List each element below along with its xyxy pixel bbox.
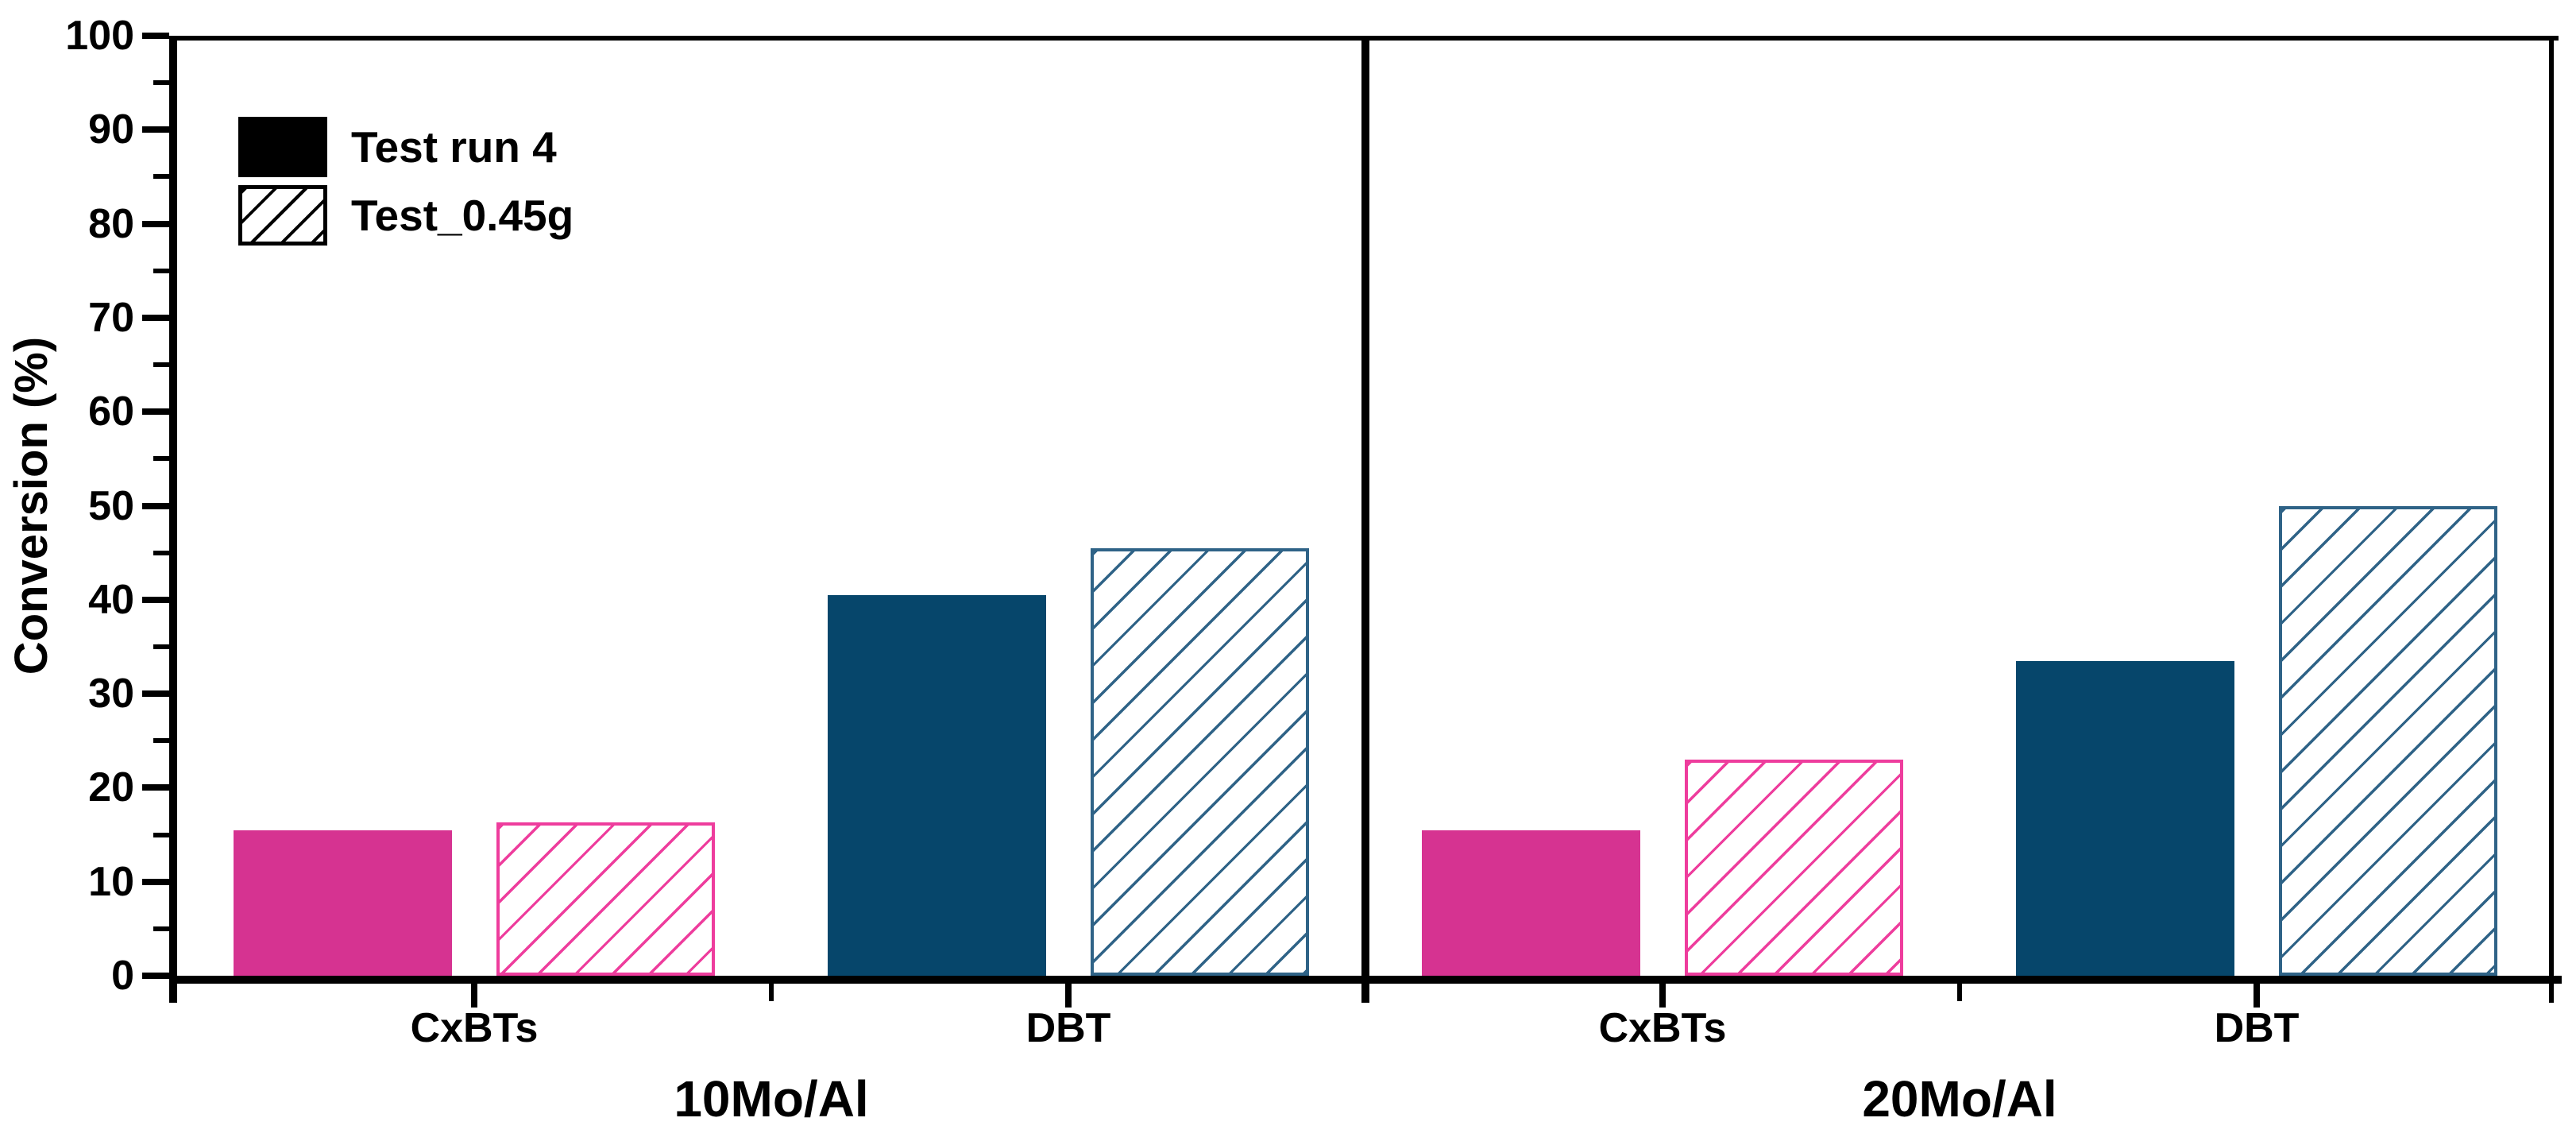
bar bbox=[234, 830, 452, 976]
category-label: CxBTs bbox=[410, 1005, 539, 1051]
bar bbox=[496, 822, 715, 976]
y-tick-label: 0 bbox=[111, 953, 134, 999]
y-major-tick bbox=[142, 33, 169, 39]
y-major-tick bbox=[142, 973, 169, 979]
y-minor-tick bbox=[153, 456, 169, 462]
y-minor-tick bbox=[153, 738, 169, 744]
y-major-tick bbox=[142, 126, 169, 133]
bar bbox=[828, 594, 1046, 976]
y-minor-tick bbox=[153, 832, 169, 837]
y-tick-label: 80 bbox=[88, 200, 134, 247]
bar bbox=[2279, 505, 2497, 976]
x-boundary-tick bbox=[1957, 984, 1962, 1001]
y-tick-label: 40 bbox=[88, 576, 134, 623]
bar bbox=[2016, 660, 2234, 976]
y-major-tick bbox=[142, 220, 169, 227]
bar bbox=[1422, 830, 1640, 976]
legend-label: Test run 4 bbox=[351, 122, 557, 172]
category-label: DBT bbox=[1025, 1005, 1111, 1051]
x-category-tick bbox=[1659, 984, 1666, 1008]
y-minor-tick bbox=[153, 268, 169, 273]
y-minor-tick bbox=[153, 926, 169, 931]
plot-right-border bbox=[2549, 36, 2554, 1003]
x-category-tick bbox=[2254, 984, 2260, 1008]
y-tick-label: 30 bbox=[88, 671, 134, 717]
legend-label: Test_0.45g bbox=[351, 191, 574, 240]
y-minor-tick bbox=[153, 174, 169, 180]
y-tick-label: 60 bbox=[88, 389, 134, 435]
x-boundary-tick bbox=[769, 984, 774, 1001]
x-category-tick bbox=[471, 984, 477, 1008]
legend-swatch-solid bbox=[238, 117, 327, 177]
panel-divider bbox=[1361, 36, 1369, 1003]
bar bbox=[1091, 547, 1309, 976]
y-tick-label: 50 bbox=[88, 482, 134, 529]
category-label: DBT bbox=[2214, 1005, 2300, 1051]
y-minor-tick bbox=[153, 644, 169, 649]
y-major-tick bbox=[142, 314, 169, 321]
y-major-tick bbox=[142, 784, 169, 791]
y-minor-tick bbox=[153, 550, 169, 555]
category-label: CxBTs bbox=[1598, 1005, 1727, 1051]
y-tick-label: 10 bbox=[88, 858, 134, 905]
y-tick-label: 20 bbox=[88, 764, 134, 811]
y-minor-tick bbox=[153, 80, 169, 86]
bar bbox=[1685, 759, 1903, 976]
y-major-tick bbox=[142, 690, 169, 698]
y-axis-line bbox=[169, 36, 177, 1003]
x-category-tick bbox=[1065, 984, 1072, 1008]
y-major-tick bbox=[142, 596, 169, 603]
panel-title: 10Mo/Al bbox=[674, 1070, 869, 1127]
y-minor-tick bbox=[153, 362, 169, 368]
y-major-tick bbox=[142, 408, 169, 416]
y-tick-label: 70 bbox=[88, 294, 134, 341]
y-major-tick bbox=[142, 878, 169, 885]
y-tick-label: 100 bbox=[65, 13, 134, 59]
panel-title: 20Mo/Al bbox=[1862, 1070, 2057, 1127]
y-tick-label: 90 bbox=[88, 106, 134, 153]
legend-swatch-hatched bbox=[238, 185, 327, 246]
y-major-tick bbox=[142, 502, 169, 509]
